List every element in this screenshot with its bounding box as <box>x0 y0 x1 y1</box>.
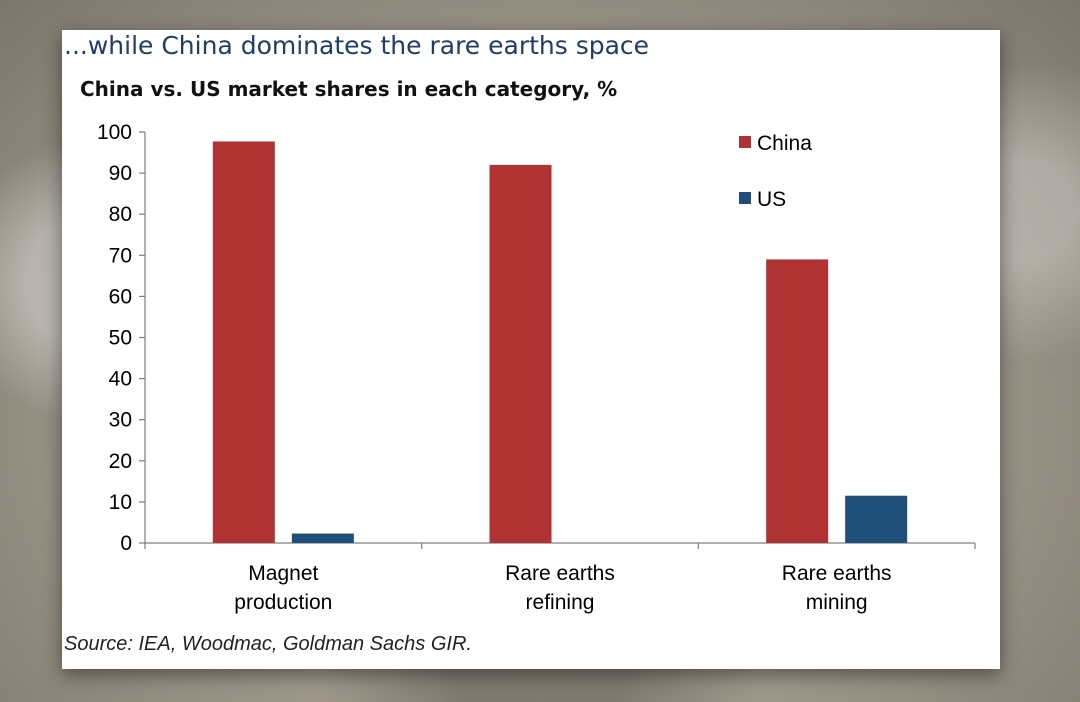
y-tick-label: 100 <box>97 121 132 144</box>
bar-us-1 <box>291 533 354 543</box>
y-tick-label: 60 <box>109 285 132 308</box>
x-category-label: Magnet <box>248 562 318 585</box>
legend-swatch-us <box>739 192 751 204</box>
bar-us-3 <box>845 495 908 543</box>
chart-subtitle: China vs. US market shares in each categ… <box>80 77 618 101</box>
x-category-label: refining <box>526 591 595 614</box>
chart-title: ...while China dominates the rare earths… <box>64 31 650 60</box>
y-tick-label: 20 <box>109 450 132 473</box>
legend-swatch-china <box>739 136 751 148</box>
y-tick-label: 0 <box>120 532 132 555</box>
legend-label-us: US <box>757 188 786 211</box>
y-tick-label: 70 <box>109 244 132 267</box>
y-tick-label: 80 <box>109 203 132 226</box>
bar-china-2 <box>489 164 552 543</box>
bar-china-1 <box>212 141 275 543</box>
y-tick-label: 40 <box>109 368 132 391</box>
x-category-label: mining <box>806 591 868 614</box>
bar-china-3 <box>766 259 829 543</box>
y-tick-label: 90 <box>109 162 132 185</box>
x-category-label: Rare earths <box>782 562 892 585</box>
y-tick-label: 30 <box>109 409 132 432</box>
legend-label-china: China <box>757 132 812 155</box>
x-category-label: production <box>234 591 332 614</box>
y-tick-label: 50 <box>109 327 132 350</box>
x-category-label: Rare earths <box>505 562 615 585</box>
y-tick-label: 10 <box>109 491 132 514</box>
source-note: Source: IEA, Woodmac, Goldman Sachs GIR. <box>64 633 472 655</box>
